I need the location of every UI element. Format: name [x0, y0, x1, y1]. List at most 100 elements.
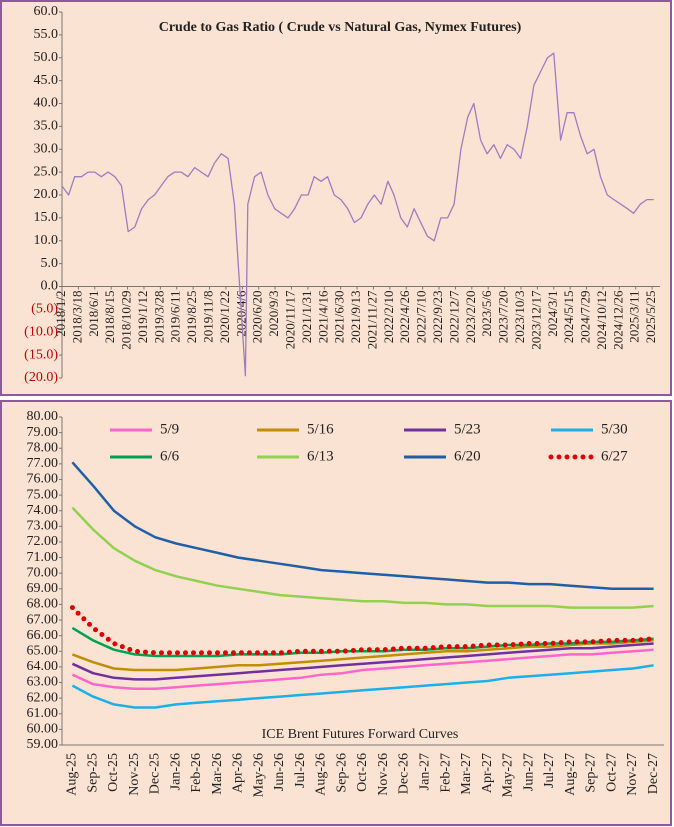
x-tick-label: 2020/6/20	[250, 291, 265, 344]
y-tick-label: 50.0	[34, 50, 59, 65]
x-tick-label: 2019/3/28	[151, 291, 166, 344]
x-tick-label: 2018/3/18	[69, 291, 84, 344]
chart-title: Crude to Gas Ratio ( Crude vs Natural Ga…	[159, 20, 522, 35]
y-tick-label: (20.0)	[24, 370, 58, 385]
panel	[0, 400, 672, 826]
x-tick-label: Jun-27	[521, 753, 536, 791]
y-tick-label: 5.0	[41, 256, 59, 271]
y-tick-label: 60.00	[27, 722, 59, 737]
y-tick-label: 59.00	[27, 737, 59, 752]
x-tick-label: May-27	[501, 753, 516, 797]
x-tick-label: 2021/9/13	[348, 291, 363, 344]
x-tick-label: 2023/7/20	[496, 291, 511, 344]
x-tick-label: Jan-26	[168, 753, 183, 790]
x-tick-label: Jul-26	[293, 753, 308, 788]
y-tick-label: 0.0	[41, 279, 59, 294]
x-tick-label: Apr-27	[480, 753, 495, 793]
x-tick-label: 2022/2/10	[381, 291, 396, 344]
legend-label: 6/27	[601, 448, 628, 464]
x-tick-label: Nov-25	[127, 753, 142, 796]
x-tick-label: Aug-26	[314, 753, 329, 796]
x-tick-label: 2022/4/26	[397, 290, 412, 343]
x-tick-label: 2024/3/1	[545, 291, 560, 337]
x-tick-label: Aug-27	[563, 753, 578, 796]
y-tick-label: 30.0	[34, 141, 59, 156]
x-tick-label: 2021/4/16	[315, 290, 330, 343]
legend-label: 6/13	[307, 448, 334, 464]
series-line	[71, 506, 654, 609]
x-tick-label: 2019/11/8	[201, 291, 216, 343]
y-tick-label: 76.00	[27, 472, 59, 487]
chart-title: ICE Brent Futures Forward Curves	[262, 727, 459, 742]
x-tick-label: Aug-25	[65, 753, 80, 796]
series-line	[71, 664, 654, 709]
x-tick-label: 2019/6/11	[168, 291, 183, 343]
y-tick-label: 66.00	[27, 628, 59, 643]
y-tick-label: 75.00	[27, 487, 59, 502]
series-line	[61, 52, 654, 377]
x-tick-label: 2022/9/23	[430, 291, 445, 344]
x-tick-label: 2022/12/7	[446, 290, 461, 343]
x-tick-label: Oct-27	[604, 753, 619, 792]
panel	[0, 0, 672, 396]
y-tick-label: 10.0	[34, 233, 59, 248]
x-tick-label: 2019/1/12	[135, 291, 150, 344]
x-tick-label: 2025/3/11	[627, 291, 642, 343]
y-tick-label: 45.0	[34, 73, 59, 88]
x-tick-label: 2023/12/17	[528, 290, 543, 350]
x-tick-label: 2022/7/10	[414, 291, 429, 344]
x-tick-label: 2024/5/15	[561, 291, 576, 344]
x-tick-label: 2018/10/29	[119, 291, 134, 350]
x-tick-label: Jun-26	[272, 753, 287, 791]
y-tick-label: 67.00	[27, 612, 59, 627]
y-tick-label: 68.00	[27, 597, 59, 612]
x-tick-label: 2020/11/17	[282, 290, 297, 349]
series-line	[71, 461, 654, 591]
x-tick-label: May-26	[251, 753, 266, 797]
x-tick-label: Oct-26	[355, 753, 370, 792]
x-tick-label: 2018/8/15	[102, 291, 117, 344]
x-tick-label: Mar-27	[459, 753, 474, 795]
y-tick-label: 73.00	[27, 519, 59, 534]
y-tick-label: 70.00	[27, 565, 59, 580]
x-tick-label: Jul-27	[542, 753, 557, 788]
x-tick-label: 2024/12/26	[610, 290, 625, 350]
x-tick-label: 2020/9/3	[266, 291, 281, 337]
y-tick-label: 64.00	[27, 659, 59, 674]
y-tick-label: (15.0)	[24, 347, 58, 362]
x-tick-label: 2025/5/25	[643, 291, 658, 344]
y-tick-label: (5.0)	[31, 302, 58, 317]
y-tick-label: 40.0	[34, 96, 59, 111]
x-tick-label: Jan-27	[417, 753, 432, 790]
x-tick-label: 2021/6/30	[332, 291, 347, 344]
x-tick-label: 2023/10/3	[512, 291, 527, 344]
x-tick-label: 2024/7/29	[578, 291, 593, 344]
x-tick-label: 2019/8/25	[184, 291, 199, 344]
x-tick-label: Oct-25	[106, 753, 121, 792]
legend-label: 5/9	[160, 421, 179, 437]
x-tick-label: Sep-25	[85, 753, 100, 793]
y-tick-label: 80.00	[27, 409, 59, 424]
series-line	[71, 639, 654, 672]
y-tick-label: 78.00	[27, 440, 59, 455]
y-tick-label: 74.00	[27, 503, 59, 518]
x-tick-label: Feb-27	[438, 753, 453, 793]
y-tick-label: 79.00	[27, 425, 59, 440]
legend-label: 6/20	[454, 448, 481, 464]
x-tick-label: Sep-26	[334, 753, 349, 793]
x-tick-label: Feb-26	[189, 753, 204, 793]
x-tick-label: 2021/1/31	[299, 291, 314, 344]
x-tick-label: 2021/11/27	[364, 290, 379, 349]
x-tick-label: 2023/2/20	[463, 291, 478, 344]
x-tick-label: 2024/10/12	[594, 291, 609, 350]
y-tick-label: 72.00	[27, 534, 59, 549]
x-tick-label: Dec-26	[397, 753, 412, 794]
x-tick-label: 2018/1/2	[53, 291, 68, 337]
x-tick-label: 2020/1/22	[217, 291, 232, 344]
series-line	[69, 605, 657, 656]
x-tick-label: 2018/6/1	[86, 291, 101, 337]
series-line	[71, 648, 654, 691]
y-tick-label: 71.00	[27, 550, 59, 565]
